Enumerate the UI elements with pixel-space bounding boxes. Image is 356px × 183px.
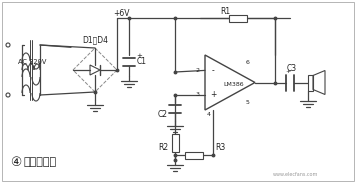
Text: 6: 6 xyxy=(245,61,249,66)
Text: 3: 3 xyxy=(196,92,200,97)
Text: R3: R3 xyxy=(215,143,225,152)
Text: 5: 5 xyxy=(245,100,249,104)
FancyBboxPatch shape xyxy=(2,2,354,181)
Text: +: + xyxy=(286,69,290,74)
Text: R2: R2 xyxy=(158,143,168,152)
Text: -: - xyxy=(211,66,214,75)
FancyBboxPatch shape xyxy=(172,134,178,152)
FancyBboxPatch shape xyxy=(229,14,246,21)
Text: ④: ④ xyxy=(10,156,21,169)
FancyBboxPatch shape xyxy=(308,74,313,91)
Text: LM386: LM386 xyxy=(224,82,244,87)
FancyBboxPatch shape xyxy=(185,152,203,158)
Text: 方波振荡器: 方波振荡器 xyxy=(23,157,56,167)
Text: C2: C2 xyxy=(158,110,168,119)
Text: AC 220V: AC 220V xyxy=(18,59,46,65)
Text: www.elecfans.com: www.elecfans.com xyxy=(272,171,318,176)
Text: C1: C1 xyxy=(137,57,147,66)
Text: C3: C3 xyxy=(287,64,297,73)
Text: +: + xyxy=(210,90,216,99)
Text: 4: 4 xyxy=(207,111,211,117)
Text: R1: R1 xyxy=(220,8,230,16)
Text: +6V: +6V xyxy=(113,8,129,18)
Text: D1～D4: D1～D4 xyxy=(82,36,108,44)
Text: +: + xyxy=(136,53,142,59)
Text: 2: 2 xyxy=(196,68,200,73)
